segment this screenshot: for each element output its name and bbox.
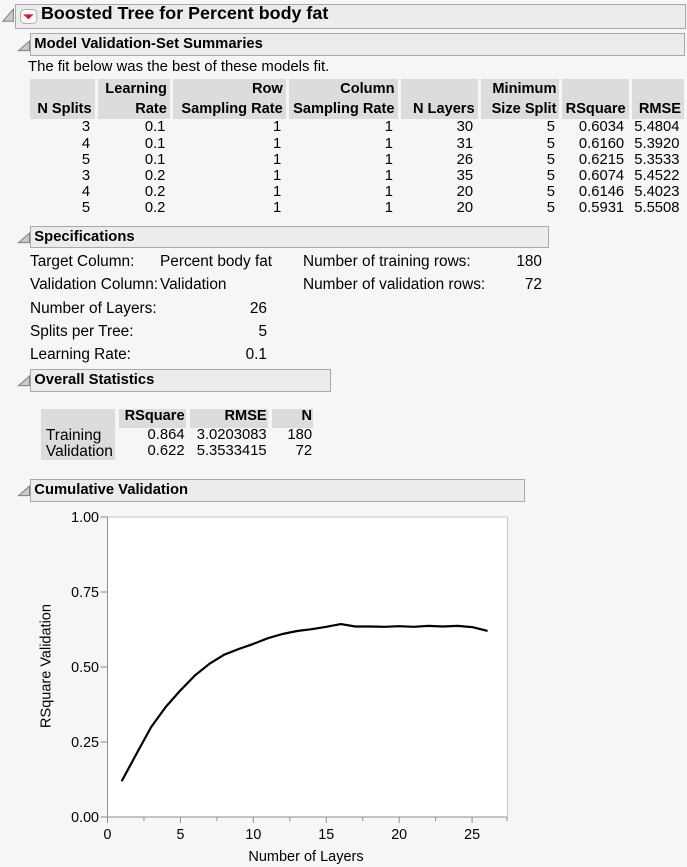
svg-text:25: 25 <box>464 827 480 843</box>
svg-text:20: 20 <box>391 827 407 843</box>
svg-text:5: 5 <box>176 827 184 843</box>
svg-text:RSquare Validation: RSquare Validation <box>39 604 55 728</box>
svg-text:Number of Layers: Number of Layers <box>248 849 363 865</box>
svg-text:0.50: 0.50 <box>71 660 99 676</box>
svg-text:0.25: 0.25 <box>71 735 99 751</box>
svg-text:10: 10 <box>245 827 261 843</box>
svg-text:15: 15 <box>318 827 334 843</box>
svg-text:1.00: 1.00 <box>71 510 99 526</box>
svg-text:0.75: 0.75 <box>71 585 99 601</box>
svg-text:0: 0 <box>104 827 112 843</box>
svg-text:0.00: 0.00 <box>71 810 99 826</box>
